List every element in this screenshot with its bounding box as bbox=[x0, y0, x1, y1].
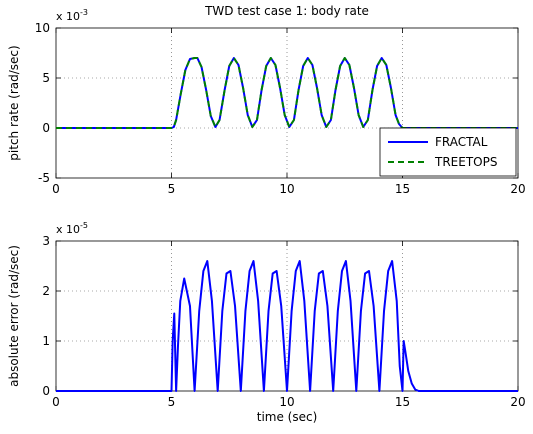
x-tick-label: 0 bbox=[52, 182, 60, 196]
y-tick-label: 3 bbox=[42, 234, 50, 248]
x-tick-label: 20 bbox=[510, 395, 525, 409]
x-tick-label: 10 bbox=[279, 182, 294, 196]
y-tick-label: 0 bbox=[42, 384, 50, 398]
y-exponent-power: -3 bbox=[80, 8, 88, 17]
y-exponent-label: x 10-3 bbox=[56, 8, 88, 23]
x-tick-label: 15 bbox=[395, 182, 410, 196]
y-exponent-base: x 10 bbox=[56, 223, 80, 236]
y-axis-label: pitch rate (rad/sec) bbox=[7, 45, 21, 160]
legend-label: FRACTAL bbox=[435, 135, 488, 149]
y-exponent-label: x 10-5 bbox=[56, 221, 88, 236]
y-tick-label: -5 bbox=[38, 171, 50, 185]
chart-title: TWD test case 1: body rate bbox=[204, 4, 369, 18]
x-axis-label: time (sec) bbox=[257, 410, 318, 424]
plot-area bbox=[56, 241, 518, 391]
y-tick-label: 2 bbox=[42, 284, 50, 298]
y-axis-label: absolute error (rad/sec) bbox=[7, 245, 21, 387]
x-tick-label: 20 bbox=[510, 182, 525, 196]
y-tick-label: 0 bbox=[42, 121, 50, 135]
y-tick-label: 10 bbox=[35, 21, 50, 35]
y-tick-label: 1 bbox=[42, 334, 50, 348]
legend: FRACTAL TREETOPS bbox=[380, 128, 516, 176]
y-exponent-power: -5 bbox=[80, 221, 88, 230]
x-tick-label: 5 bbox=[168, 182, 176, 196]
x-tick-label: 10 bbox=[279, 395, 294, 409]
y-exponent-base: x 10 bbox=[56, 10, 80, 23]
y-tick-label: 5 bbox=[42, 71, 50, 85]
x-tick-label: 15 bbox=[395, 395, 410, 409]
x-tick-label: 0 bbox=[52, 395, 60, 409]
x-tick-label: 5 bbox=[168, 395, 176, 409]
legend-label: TREETOPS bbox=[434, 155, 497, 169]
chart-panel-2: 0 5 10 15 20 0 1 2 3 x 10-5 absolute error (rad/se… bbox=[7, 221, 526, 424]
